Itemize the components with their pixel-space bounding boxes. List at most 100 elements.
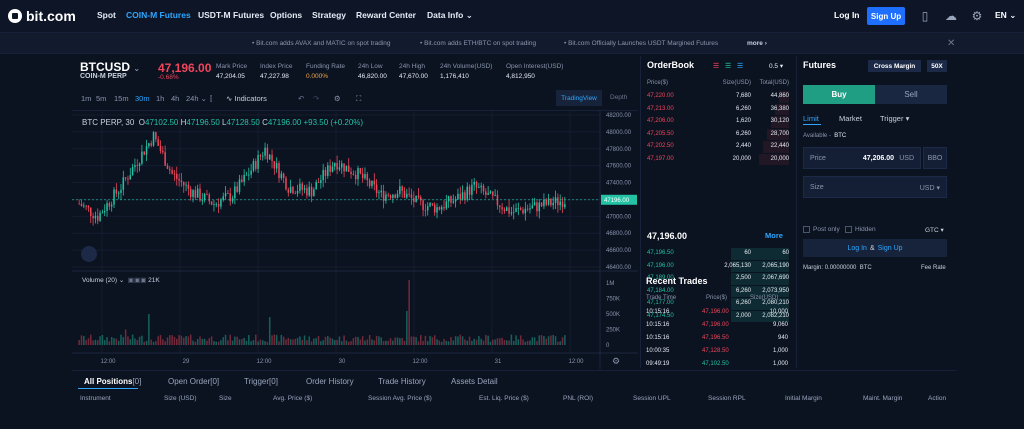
price-tick-label: 47400.00 xyxy=(606,181,632,187)
price-input[interactable]: Price 47,206.00 USD xyxy=(803,147,921,169)
orderbook-row[interactable]: 47,205.50 6,260 28,700 xyxy=(641,128,795,140)
price-chart[interactable]: 48200.00 48000.00 47800.00 47600.00 47400.00… xyxy=(72,110,638,369)
orderbook-row[interactable]: 47,206.00 1,620 30,120 xyxy=(641,116,795,128)
logo[interactable]: bit.com xyxy=(8,8,76,24)
tab-order-history[interactable]: Order History xyxy=(306,377,354,386)
gear-icon[interactable]: ⚙ xyxy=(971,9,983,23)
ob-view-bids-icon[interactable]: ☰ xyxy=(725,63,732,70)
tradingview-tab[interactable]: TradingView xyxy=(556,90,602,106)
leverage-button[interactable]: 50X xyxy=(927,60,947,72)
symbol-name[interactable]: BTCUSD ⌄ xyxy=(80,60,141,74)
candle-body xyxy=(282,173,285,178)
candle-body xyxy=(143,151,145,155)
volume-bar xyxy=(108,341,111,345)
tf-30m[interactable]: 30m xyxy=(135,94,150,103)
candle-body xyxy=(280,173,283,179)
undo-icon[interactable]: ↶ xyxy=(298,94,305,103)
tab-all-positions[interactable]: All Positions[0] xyxy=(84,377,142,386)
orderbook-row[interactable]: 47,220.00 7,680 44,860 xyxy=(641,91,795,103)
nav-coin-m-futures[interactable]: COIN-M Futures xyxy=(126,10,191,20)
buy-tab[interactable]: Buy xyxy=(803,85,875,104)
orderbook-row[interactable]: 47,196.50 60 60 xyxy=(641,248,795,260)
orderbook-row[interactable]: 47,213.00 6,260 36,380 xyxy=(641,103,795,115)
nav-usdt-m-futures[interactable]: USDT-M Futures xyxy=(198,10,265,20)
volume-bar xyxy=(124,329,127,345)
language-select[interactable]: EN ⌄ xyxy=(995,10,1017,20)
orderbook-row[interactable]: 47,174.50 2,000 2,082,210 xyxy=(641,310,795,322)
login-button[interactable]: Log In xyxy=(834,10,860,20)
volume-bar xyxy=(285,339,287,345)
precision-select[interactable]: 0.5 ▾ xyxy=(769,63,784,70)
time-in-force-select[interactable]: GTC ▾ xyxy=(925,227,944,234)
news-item[interactable]: Bit.com Officially Launches USDT Margine… xyxy=(564,40,718,47)
volume-bar xyxy=(220,340,222,345)
support-icon[interactable]: ☁ xyxy=(945,9,957,23)
gear-icon[interactable]: ⚙ xyxy=(334,94,341,103)
ob-view-both-icon[interactable]: ☰ xyxy=(737,63,744,70)
candle-body xyxy=(461,192,464,200)
bbo-button[interactable]: BBO xyxy=(923,147,947,169)
available-balance: Available - BTC xyxy=(803,133,847,139)
nav-spot[interactable]: Spot xyxy=(97,10,116,20)
close-icon[interactable]: ✕ xyxy=(947,38,956,49)
candle-body xyxy=(103,210,106,213)
orderbook-row[interactable]: 47,196.00 2,065,130 2,065,190 xyxy=(641,260,795,272)
orderbook-row[interactable]: 47,197.00 20,000 20,000 xyxy=(641,153,795,165)
orderbook-row[interactable]: 47,189.00 2,500 2,067,690 xyxy=(641,273,795,285)
rt-header-size: Size(USD) xyxy=(750,295,779,301)
order-type-market[interactable]: Market xyxy=(839,114,862,123)
candle-type-icon[interactable]: ⫿ xyxy=(210,94,213,103)
tab-trigger[interactable]: Trigger[0] xyxy=(244,377,278,386)
signup-button[interactable]: Sign Up xyxy=(867,7,905,25)
volume-bar xyxy=(336,340,338,345)
margin-mode-button[interactable]: Cross Margin xyxy=(868,60,921,72)
order-type-limit[interactable]: Limit xyxy=(803,114,819,123)
col-size: Size xyxy=(219,395,232,402)
tab-assets-detail[interactable]: Assets Detail xyxy=(451,377,498,386)
news-item[interactable]: Bit.com adds AVAX and MATIC on spot trad… xyxy=(252,40,390,47)
orderbook-row[interactable]: 47,202.50 2,440 22,440 xyxy=(641,141,795,153)
volume-bar xyxy=(443,338,445,345)
tf-1m[interactable]: 1m xyxy=(81,94,92,103)
ob-view-asks-icon[interactable]: ☰ xyxy=(713,63,720,70)
volume-bar xyxy=(413,336,415,345)
tab-trade-history[interactable]: Trade History xyxy=(378,377,426,386)
nav-strategy[interactable]: Strategy xyxy=(312,10,347,20)
orderbook-more-link[interactable]: More xyxy=(765,231,783,240)
volume-bar xyxy=(494,339,496,345)
size-input[interactable]: Size USD ▾ xyxy=(803,176,947,198)
nav-reward-center[interactable]: Reward Center xyxy=(356,10,416,20)
candle-body xyxy=(327,165,329,176)
col-instrument: Instrument xyxy=(80,395,111,402)
orderbook-row[interactable]: 47,184.00 6,260 2,073,950 xyxy=(641,285,795,297)
redo-icon[interactable]: ↷ xyxy=(313,94,320,103)
indicators-button[interactable]: ∿ Indicators xyxy=(226,94,267,103)
depth-tab[interactable]: Depth xyxy=(610,94,628,101)
orderbook-row[interactable]: 47,177.00 6,260 2,080,210 xyxy=(641,298,795,310)
tab-open-order[interactable]: Open Order[0] xyxy=(168,377,220,386)
volume-bar xyxy=(185,336,187,345)
tf-1h[interactable]: 1h xyxy=(156,94,165,103)
tf-5m[interactable]: 5m xyxy=(96,94,107,103)
mobile-icon[interactable]: ▯ xyxy=(921,9,929,23)
post-only-checkbox[interactable]: Post only xyxy=(803,226,840,233)
nav-data-info[interactable]: Data Info ⌄ xyxy=(427,10,473,20)
fullscreen-icon[interactable]: ⛶ xyxy=(356,94,362,103)
volume-tools-icon[interactable]: ▣▣▣ xyxy=(127,277,147,284)
order-type-trigger[interactable]: Trigger ▾ xyxy=(880,114,910,123)
candle-body xyxy=(431,203,434,205)
fee-rate-link[interactable]: Fee Rate xyxy=(921,265,946,271)
volume-bar xyxy=(224,334,227,345)
tf-15m[interactable]: 15m xyxy=(114,94,129,103)
sell-tab[interactable]: Sell xyxy=(875,85,947,104)
hidden-checkbox[interactable]: Hidden xyxy=(845,226,876,233)
news-more-link[interactable]: more › xyxy=(747,40,767,47)
nav-options[interactable]: Options xyxy=(270,10,303,20)
volume-bar xyxy=(431,337,434,345)
candle-body xyxy=(382,190,385,201)
tf-4h[interactable]: 4h xyxy=(171,94,180,103)
tf-24h[interactable]: 24h ⌄ xyxy=(186,94,207,103)
news-item[interactable]: Bit.com adds ETH/BTC on spot trading xyxy=(420,40,536,47)
login-signup-button[interactable]: Log In & Sign Up xyxy=(803,239,947,257)
size-unit-select[interactable]: USD ▾ xyxy=(919,185,940,192)
